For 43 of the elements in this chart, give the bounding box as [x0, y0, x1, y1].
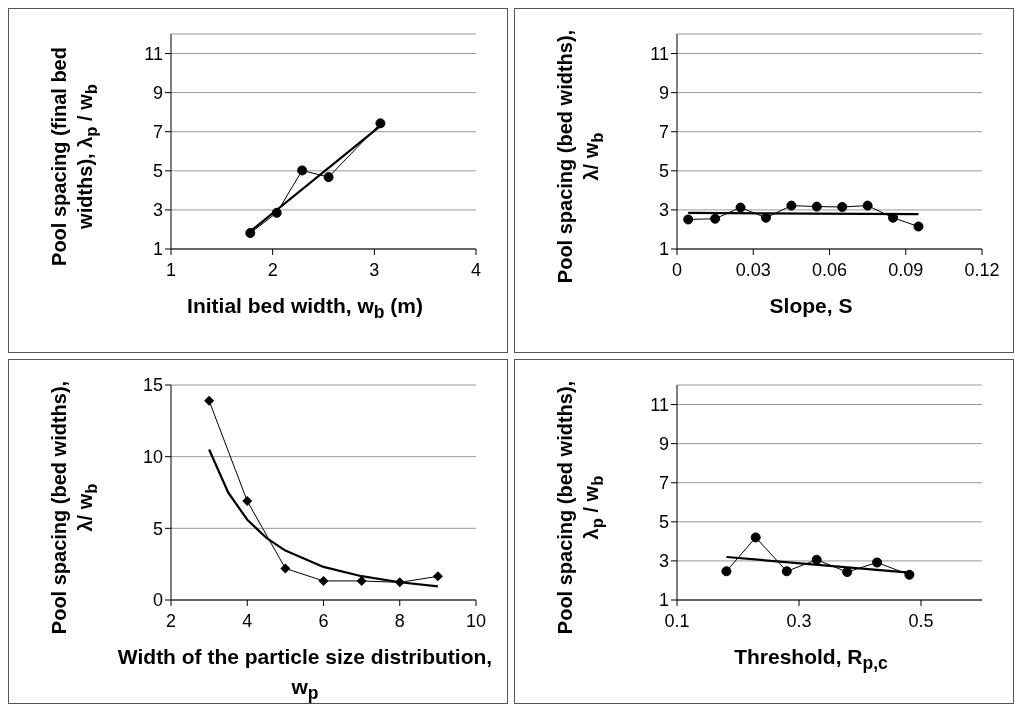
- x-tick-label: 8: [394, 610, 405, 631]
- x-tick-label: 0.09: [888, 259, 924, 280]
- y-tick-label: 15: [142, 375, 163, 396]
- x-tick-label: 6: [318, 610, 329, 631]
- y-tick-label: 5: [658, 512, 669, 533]
- x-tick-label: 4: [242, 610, 253, 631]
- x-tick-label: 0: [671, 259, 683, 280]
- x-tick-label: 0.1: [664, 610, 690, 631]
- y-tick-label: 10: [142, 447, 163, 468]
- y-tick-label: 3: [658, 200, 669, 221]
- x-tick-label: 2: [165, 610, 177, 631]
- x-tick-label: 3: [369, 259, 380, 280]
- x-tick-label: 10: [465, 610, 487, 631]
- x-axis-title: Width of the particle size distribution, w$_{p}$: [116, 644, 494, 706]
- x-tick-label: 0.03: [735, 259, 771, 280]
- y-tick-label: 5: [152, 161, 163, 182]
- y-tick-label: 3: [152, 200, 163, 221]
- y-tick-label: 7: [658, 473, 669, 494]
- x-axis-title: Threshold, R$_{p,c}$: [733, 644, 889, 676]
- y-tick-label: 5: [658, 161, 669, 182]
- y-tick-label: 11: [650, 43, 669, 64]
- y-tick-label: 5: [152, 518, 163, 539]
- x-tick-label: 0.06: [811, 259, 848, 280]
- y-tick-label: 9: [658, 83, 669, 104]
- x-tick-label: 0.3: [786, 610, 812, 631]
- y-tick-label: 3: [658, 551, 669, 572]
- x-tick-label: 0.12: [964, 259, 1000, 280]
- y-tick-label: 7: [152, 122, 163, 143]
- y-tick-label: 1: [658, 239, 669, 260]
- y-tick-label: 11: [144, 43, 163, 64]
- y-tick-label: 7: [658, 122, 669, 143]
- x-tick-label: 1: [165, 259, 177, 280]
- y-tick-label: 9: [152, 83, 163, 104]
- x-tick-label: 0.5: [908, 610, 934, 631]
- y-tick-label: 9: [658, 434, 669, 455]
- y-tick-label: 0: [152, 590, 163, 611]
- x-axis-title: Slope, S: [768, 293, 854, 319]
- y-tick-label: 1: [152, 239, 163, 260]
- x-tick-label: 2: [267, 259, 278, 280]
- y-tick-label: 11: [650, 394, 669, 415]
- y-tick-label: 1: [658, 590, 669, 611]
- x-tick-label: 4: [470, 259, 482, 280]
- x-axis-title: Initial bed width, w$_{b}$ (m): [186, 293, 424, 325]
